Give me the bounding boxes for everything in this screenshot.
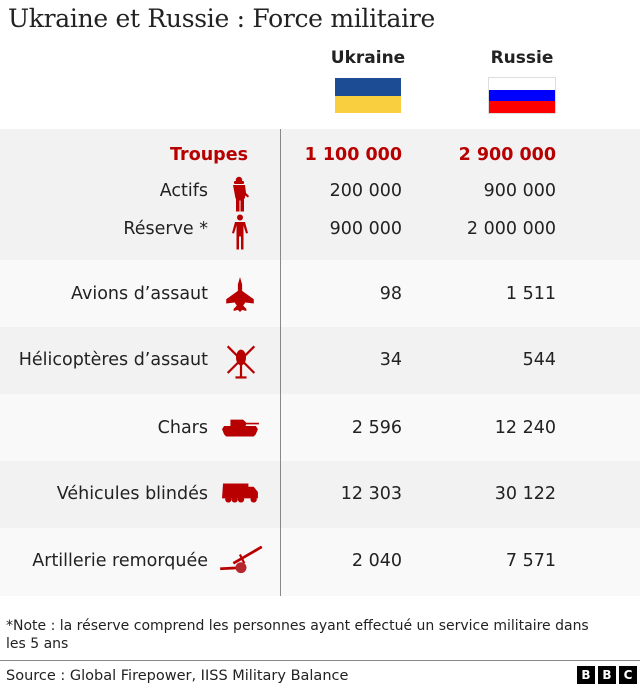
value-artillerie-russia: 7 571 — [505, 551, 556, 571]
logo-letter-c: C — [619, 666, 637, 684]
value-troupes-russia: 2 900 000 — [458, 145, 556, 165]
row-artillerie — [0, 528, 640, 596]
value-avions-russia: 1 511 — [505, 284, 556, 304]
label-artillerie: Artillerie remorquée — [32, 551, 208, 571]
value-vehicules-russia: 30 122 — [494, 484, 556, 504]
value-chars-ukraine: 2 596 — [351, 418, 402, 438]
value-helicopteres-russia: 544 — [522, 350, 556, 370]
value-chars-russia: 12 240 — [494, 418, 556, 438]
footnote: *Note : la réserve comprend les personne… — [6, 618, 589, 652]
artillery-icon — [218, 543, 264, 577]
row-avions — [0, 260, 640, 327]
person-icon — [226, 214, 254, 250]
label-actifs: Actifs — [159, 181, 208, 201]
soldier-icon — [226, 176, 254, 212]
value-actifs-russia: 900 000 — [483, 181, 556, 201]
label-helicopteres: Hélicoptères d’assaut — [18, 350, 208, 370]
armored-vehicle-icon — [222, 478, 260, 506]
label-chars: Chars — [157, 418, 208, 438]
row-troupes — [0, 129, 640, 260]
value-helicopteres-ukraine: 34 — [379, 350, 402, 370]
ukraine-flag-icon — [335, 78, 401, 113]
label-vehicules: Véhicules blindés — [56, 484, 208, 504]
column-header-russia: Russie — [490, 48, 554, 68]
row-helicopteres — [0, 327, 640, 394]
value-vehicules-ukraine: 12 303 — [340, 484, 402, 504]
row-vehicules — [0, 461, 640, 528]
value-troupes-ukraine: 1 100 000 — [304, 145, 402, 165]
value-reserve-russia: 2 000 000 — [466, 219, 556, 239]
value-artillerie-ukraine: 2 040 — [351, 551, 402, 571]
chart-title: Ukraine et Russie : Force militaire — [8, 4, 436, 33]
label-troupes: Troupes — [170, 145, 248, 165]
row-chars — [0, 394, 640, 461]
source-text: Source : Global Firepower, IISS Military… — [6, 668, 349, 684]
logo-letter-b1: B — [577, 666, 595, 684]
fighter-jet-icon — [222, 276, 258, 312]
label-avions: Avions d’assaut — [71, 284, 208, 304]
column-header-ukraine: Ukraine — [330, 48, 406, 68]
column-divider — [280, 129, 281, 596]
value-actifs-ukraine: 200 000 — [329, 181, 402, 201]
value-avions-ukraine: 98 — [379, 284, 402, 304]
russia-flag-icon — [489, 78, 555, 113]
bbc-logo: B B C — [577, 666, 637, 684]
value-reserve-ukraine: 900 000 — [329, 219, 402, 239]
label-reserve: Réserve * — [123, 219, 208, 239]
logo-letter-b2: B — [598, 666, 616, 684]
tank-icon — [222, 414, 260, 440]
helicopter-icon — [224, 343, 258, 383]
footer-divider — [0, 660, 640, 661]
